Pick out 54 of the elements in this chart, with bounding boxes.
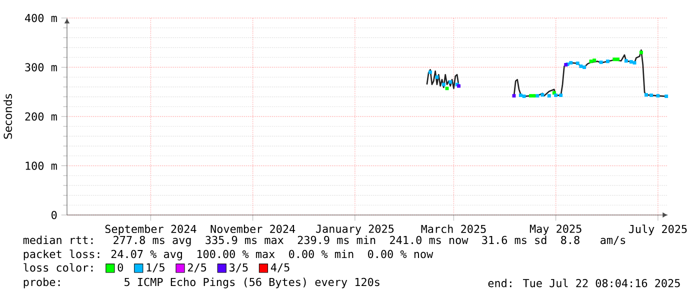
legend-label: 0 [118, 263, 123, 272]
y-axis-title: Seconds [4, 94, 12, 139]
point [554, 94, 558, 98]
x-tick-label: November 2024 [210, 224, 296, 234]
text: end: Tue Jul 22 08:04:16 2025 [488, 278, 680, 288]
point [448, 80, 452, 84]
point [528, 94, 532, 98]
y-tick-label: 100 m [26, 162, 57, 170]
point [589, 60, 593, 64]
text: probe: 5 ICMP Echo Pings (56 Bytes) every 120s [24, 278, 380, 288]
point [606, 60, 610, 64]
legend-title: loss color: [24, 263, 93, 272]
y-tick-label: 0 [52, 210, 57, 220]
x-tick-label: September 2024 [105, 224, 196, 236]
legend-label: 4/5 [270, 263, 290, 272]
text: packet loss: 24.07 % avg 100.00 % max 0.00 % min 0.00 % now [24, 250, 434, 260]
legend-label: 1/5 [146, 263, 164, 272]
point [518, 94, 522, 98]
point [445, 86, 449, 90]
text: median rtt: 277.8 ms avg 335.9 ms max 239.9 ms min 241.0 ms now 31.6 ms sd 8.8 am/s [23, 236, 626, 246]
point [442, 82, 446, 86]
point [522, 94, 526, 98]
point [612, 58, 616, 62]
point [599, 60, 603, 64]
point [536, 94, 540, 98]
point [632, 61, 636, 65]
x-tick-label: January 2025 [316, 224, 394, 235]
x-tick-label: July 2025 [628, 224, 687, 236]
point [644, 93, 648, 97]
point [624, 59, 628, 63]
point [656, 94, 660, 98]
point [540, 93, 544, 97]
x-tick-label: May 2025 [530, 224, 582, 235]
point [664, 94, 668, 98]
point [576, 62, 580, 66]
point [582, 66, 586, 69]
point [592, 58, 596, 62]
y-tick-label: 200 m [25, 112, 57, 121]
point [616, 58, 620, 62]
point [569, 61, 573, 65]
point [428, 70, 432, 74]
point [547, 94, 551, 98]
point [512, 94, 516, 98]
point [559, 94, 563, 98]
point [435, 75, 439, 79]
point [579, 64, 583, 68]
point [650, 94, 653, 98]
y-tick-label: 300 m [25, 63, 57, 72]
point [629, 60, 633, 64]
legend-label: 2/5 [188, 263, 206, 272]
point [639, 50, 643, 54]
x-tick-label: March 2025 [421, 224, 486, 234]
legend-label: 3/5 [230, 263, 248, 272]
y-tick-label: 400 m [25, 14, 57, 22]
